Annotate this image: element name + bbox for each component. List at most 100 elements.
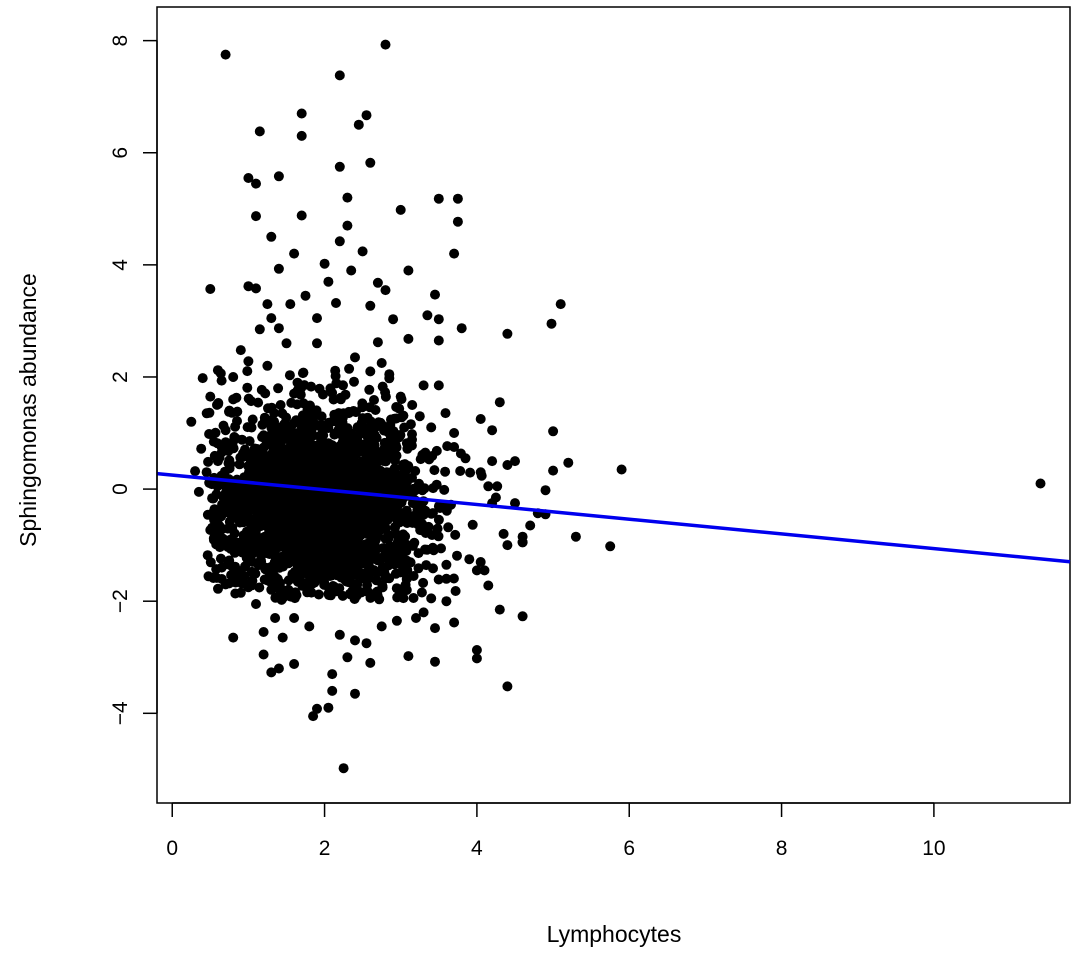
data-point — [243, 356, 254, 367]
data-point — [251, 599, 261, 609]
data-point — [330, 371, 341, 381]
data-point — [297, 368, 308, 379]
data-point — [224, 516, 235, 527]
data-point — [190, 466, 201, 477]
data-point — [403, 265, 414, 276]
data-point — [377, 543, 388, 554]
data-point — [266, 423, 277, 434]
data-point — [401, 438, 412, 449]
data-point — [430, 623, 440, 634]
data-point — [224, 463, 235, 474]
data-point — [376, 358, 387, 368]
data-point — [401, 539, 411, 550]
data-point — [405, 419, 416, 430]
data-point — [502, 681, 513, 692]
data-point — [235, 587, 246, 598]
data-point — [323, 702, 334, 713]
data-point — [258, 539, 269, 550]
data-point — [555, 299, 566, 310]
data-point — [467, 519, 478, 530]
data-point — [300, 534, 311, 545]
data-point — [383, 427, 394, 438]
data-point — [258, 509, 269, 520]
data-point — [291, 547, 302, 557]
data-point — [392, 592, 403, 603]
data-point — [273, 263, 284, 274]
data-point — [311, 491, 321, 502]
data-point — [329, 473, 340, 483]
data-point — [379, 437, 390, 448]
data-point — [308, 711, 319, 722]
data-point — [203, 456, 214, 467]
data-point — [321, 492, 332, 503]
data-point — [310, 548, 321, 559]
data-point — [346, 478, 357, 488]
data-point — [365, 157, 376, 168]
data-point — [300, 290, 311, 301]
data-point — [338, 380, 348, 391]
data-point — [244, 436, 255, 447]
data-point — [475, 467, 486, 478]
data-point — [284, 370, 295, 381]
data-point — [353, 119, 364, 130]
data-point — [368, 449, 379, 460]
data-point — [427, 542, 438, 553]
data-point — [390, 568, 401, 579]
data-point — [334, 629, 345, 640]
data-point — [276, 528, 287, 538]
data-point — [281, 588, 292, 599]
data-point — [328, 498, 339, 509]
data-point — [242, 382, 253, 393]
data-point — [193, 486, 204, 497]
data-point — [333, 460, 344, 471]
data-point — [209, 514, 220, 525]
data-point — [256, 384, 267, 395]
data-point — [433, 514, 444, 525]
data-point — [408, 571, 419, 581]
data-point — [249, 486, 260, 497]
data-point — [309, 560, 320, 571]
data-point — [289, 659, 300, 669]
data-point — [426, 422, 437, 433]
data-point — [329, 581, 340, 592]
data-point — [299, 380, 310, 391]
data-point — [285, 452, 295, 463]
data-point — [356, 515, 367, 526]
data-point — [327, 669, 338, 680]
data-point — [428, 483, 439, 494]
data-point — [430, 656, 440, 667]
data-point — [490, 492, 501, 503]
data-point — [372, 586, 383, 597]
data-point — [370, 473, 381, 484]
data-point — [429, 465, 440, 476]
data-point — [407, 498, 418, 509]
data-point — [335, 392, 346, 403]
data-point — [342, 192, 353, 203]
data-point — [285, 299, 296, 310]
data-point — [354, 531, 365, 542]
data-point — [427, 530, 437, 540]
x-tick-label: 6 — [623, 837, 635, 860]
data-point — [436, 543, 446, 554]
x-tick-label: 10 — [922, 837, 945, 860]
data-point — [275, 400, 286, 410]
data-point — [402, 565, 413, 575]
data-point — [391, 442, 402, 453]
data-point — [357, 246, 368, 257]
data-point — [1035, 478, 1046, 489]
data-point — [414, 411, 425, 422]
data-point — [563, 457, 574, 468]
data-point — [494, 397, 505, 408]
data-point — [318, 574, 329, 585]
data-point — [380, 391, 391, 402]
data-point — [304, 572, 315, 583]
data-point — [251, 178, 261, 189]
data-point — [350, 352, 360, 363]
data-point — [213, 399, 224, 410]
data-point — [270, 613, 281, 623]
data-point — [396, 497, 407, 508]
data-point — [334, 161, 345, 172]
data-point — [361, 110, 372, 121]
data-point — [323, 438, 334, 449]
data-point — [372, 337, 383, 348]
